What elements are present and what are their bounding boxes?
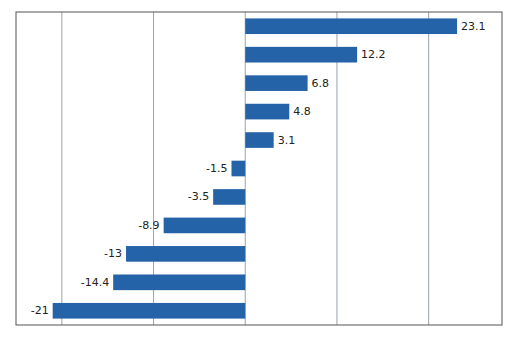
plot-frame bbox=[16, 12, 502, 325]
data-label: -21 bbox=[31, 304, 49, 317]
bar bbox=[245, 75, 307, 91]
bars bbox=[53, 18, 457, 318]
grid-line bbox=[61, 12, 62, 325]
data-labels: 23.1 12.2 6.8 4.8 3.1 -1.5 -3.5 -8.9 -13 -14.4 -21 bbox=[31, 20, 486, 318]
grid-line bbox=[428, 12, 429, 325]
data-label: 6.8 bbox=[312, 77, 330, 90]
bar bbox=[231, 161, 245, 177]
data-label: -3.5 bbox=[188, 190, 209, 203]
data-label: 23.1 bbox=[461, 20, 486, 33]
chart-container: 23.1 12.2 6.8 4.8 3.1 -1.5 -3.5 -8.9 -13 -14.4 -21 bbox=[0, 0, 518, 337]
data-label: -8.9 bbox=[138, 219, 159, 232]
bar bbox=[245, 18, 457, 34]
bar bbox=[213, 189, 245, 205]
data-label: -1.5 bbox=[206, 162, 227, 175]
bar bbox=[245, 104, 289, 120]
bar bbox=[126, 246, 245, 262]
bar bbox=[245, 132, 273, 148]
chart-svg: 23.1 12.2 6.8 4.8 3.1 -1.5 -3.5 -8.9 -13 -14.4 -21 bbox=[0, 0, 518, 337]
bar bbox=[245, 47, 357, 63]
bar bbox=[53, 303, 246, 319]
data-label: 3.1 bbox=[278, 134, 296, 147]
data-label: 4.8 bbox=[293, 105, 311, 118]
bar bbox=[113, 274, 245, 290]
grid bbox=[62, 12, 429, 325]
data-label: -13 bbox=[104, 247, 122, 260]
data-label: -14.4 bbox=[81, 276, 109, 289]
bar bbox=[164, 218, 246, 234]
data-label: 12.2 bbox=[361, 48, 386, 61]
